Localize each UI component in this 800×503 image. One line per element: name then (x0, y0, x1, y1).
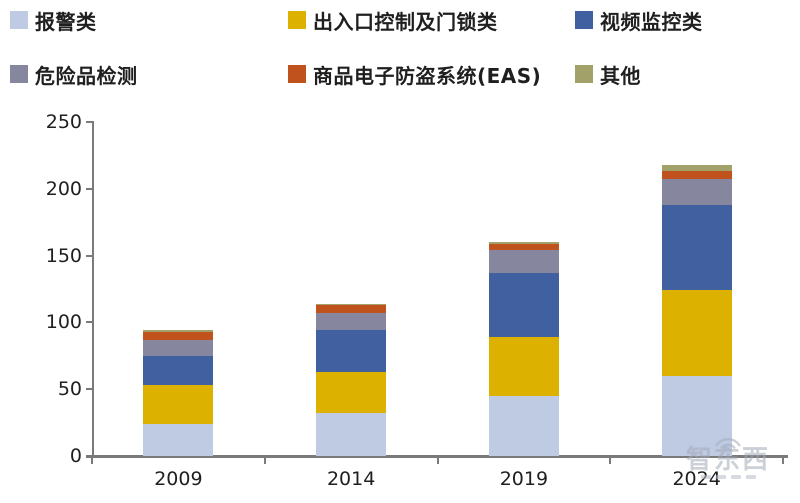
stacked-bar-2019 (488, 122, 559, 456)
stacked-bar-2014 (316, 122, 387, 456)
y-tick-label: 100 (45, 311, 82, 334)
bar-segment (143, 423, 214, 456)
y-axis-line (92, 122, 94, 456)
bar-segment (661, 179, 732, 205)
legend-swatch-icon (10, 65, 28, 83)
bar-segment (316, 371, 387, 414)
x-tick-mark (782, 456, 784, 464)
bar-segment (488, 250, 559, 273)
legend-swatch-icon (575, 65, 593, 83)
bar-segment (316, 413, 387, 456)
x-category-label: 2024 (672, 468, 721, 490)
x-tick-mark (91, 456, 93, 464)
stacked-bar-2009 (143, 122, 214, 456)
y-tick-label: 250 (45, 111, 82, 133)
x-category-label: 2009 (154, 468, 203, 490)
bar-segment (143, 355, 214, 386)
y-tick-mark (86, 455, 94, 457)
bar-segment (316, 303, 387, 306)
bar-segment (316, 313, 387, 331)
bar-segment (488, 243, 559, 251)
y-tick-label: 50 (57, 378, 82, 401)
legend-label: 其他 (600, 63, 641, 88)
y-tick-label: 200 (45, 177, 82, 200)
bar-segment (316, 330, 387, 372)
y-tick-mark (86, 187, 94, 190)
chart-legend: 报警类 出入口控制及门锁类 视频监控类危险品检测 商品电子防盗系统(EAS) 其他 (0, 0, 800, 100)
x-tick-mark (436, 456, 439, 464)
bar-segment (143, 331, 214, 340)
y-tick-label: 0 (69, 445, 82, 467)
legend-label: 报警类 (35, 9, 97, 34)
stacked-bar-chart: 0 50 100 150 200 250 2009 2014 2019 2024 (0, 100, 800, 503)
bar-segment (143, 385, 214, 424)
bar-segment (143, 339, 214, 356)
legend-item: 视频监控类 (575, 8, 703, 34)
x-category-label: 2019 (499, 468, 549, 490)
legend-label: 出入口控制及门锁类 (313, 9, 498, 34)
legend-label: 危险品检测 (35, 63, 138, 88)
y-tick-mark (86, 254, 94, 257)
legend-item: 出入口控制及门锁类 (288, 8, 498, 34)
legend-label: 商品电子防盗系统(EAS) (313, 63, 542, 88)
legend-item: 商品电子防盗系统(EAS) (288, 62, 542, 88)
bar-segment (661, 375, 732, 456)
bar-segment (488, 242, 559, 244)
bar-segment (488, 272, 559, 338)
legend-item: 报警类 (10, 8, 97, 34)
bar-segment (488, 337, 559, 396)
y-tick-label: 150 (45, 244, 82, 267)
y-tick-mark (86, 121, 94, 123)
x-tick-mark (263, 456, 266, 464)
y-tick-mark (86, 388, 94, 391)
x-category-label: 2014 (326, 468, 376, 490)
bar-segment (143, 330, 214, 332)
legend-swatch-icon (10, 11, 28, 29)
stacked-bar-2024 (661, 122, 732, 456)
x-tick-mark (609, 456, 612, 464)
y-tick-mark (86, 321, 94, 324)
bar-segment (661, 171, 732, 180)
bar-segment (316, 305, 387, 314)
bar-segment (661, 290, 732, 376)
plot-area (92, 122, 783, 456)
legend-item: 其他 (575, 62, 641, 88)
bar-segment (661, 164, 732, 172)
legend-swatch-icon (575, 11, 593, 29)
bar-segment (661, 204, 732, 291)
legend-swatch-icon (288, 65, 306, 83)
legend-swatch-icon (288, 11, 306, 29)
legend-item: 危险品检测 (10, 62, 138, 88)
legend-label: 视频监控类 (600, 9, 703, 34)
bar-segment (488, 395, 559, 456)
